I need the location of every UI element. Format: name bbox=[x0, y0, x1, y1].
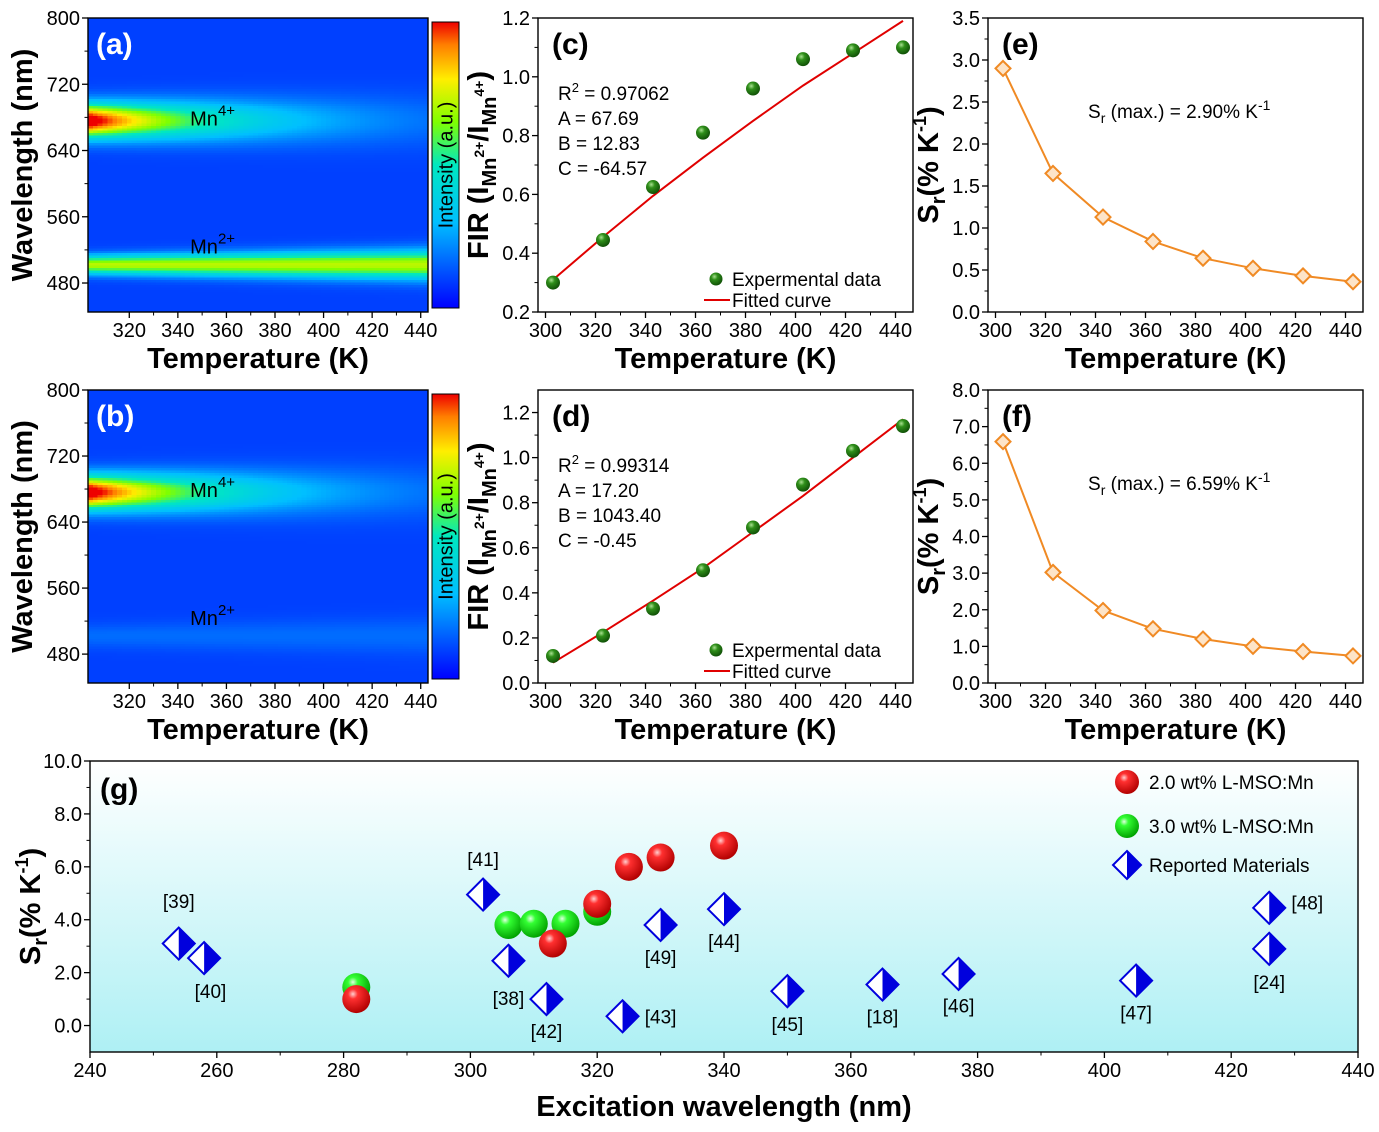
heatmap-panel-a: 320 340 360 380 400 420 440480560640720800Mn4+… bbox=[7, 8, 459, 375]
figure: 320 340 360 380 400 420 440480560640720800Mn4+… bbox=[0, 0, 1379, 1132]
heatmap-cells bbox=[88, 18, 429, 313]
